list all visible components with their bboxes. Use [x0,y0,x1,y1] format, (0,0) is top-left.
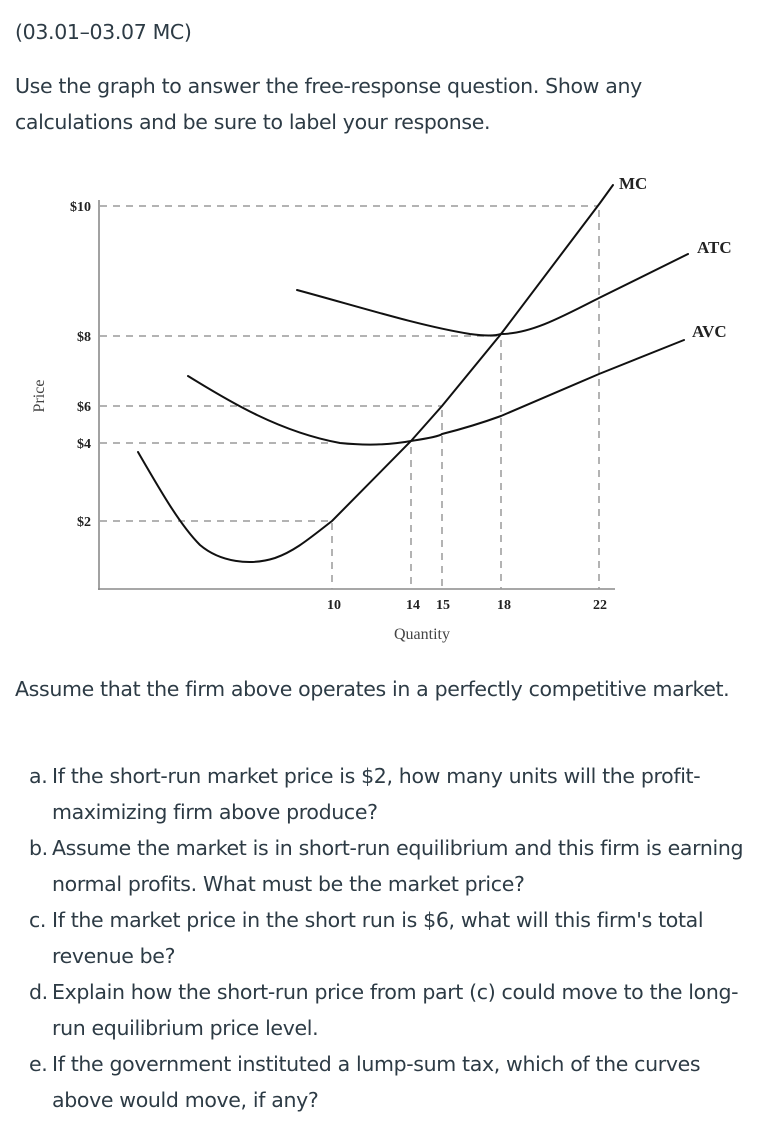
question-e: e. If the government instituted a lump-su… [15,1046,755,1118]
cost-curves-chart: MC ATC AVC $10 $8 $6 $4 $2 10 14 15 18 2… [31,174,732,643]
question-b: b. Assume the market is in short-run equi… [15,830,755,902]
question-list: a. If the short-run market price is $2, h… [15,758,755,1118]
x-tick-22: 22 [593,598,607,613]
price-reference-lines [100,205,597,522]
curves [137,184,689,563]
y-tick-6: $6 [77,400,91,415]
avc-curve [187,339,685,446]
y-tick-10: $10 [70,200,91,215]
x-tick-15: 15 [436,598,450,613]
question-c: c. If the market price in the short run i… [15,902,755,974]
question-d: d. Explain how the short-run price from p… [15,974,755,1046]
instructions: Use the graph to answer the free-respons… [15,74,642,134]
question-marker: d. [29,980,48,1004]
axes [98,200,615,590]
x-tick-14: 14 [406,598,420,613]
question-text: If the market price in the short run is … [52,908,704,968]
question-text: If the short-run market price is $2, how… [52,764,701,824]
y-tick-2: $2 [77,515,91,530]
x-axis-title: Quantity [394,626,450,643]
x-tick-18: 18 [497,598,511,613]
question-marker: c. [29,908,47,932]
question-marker: b. [29,836,48,860]
quantity-reference-lines [331,210,600,589]
y-tick-8: $8 [77,330,91,345]
question-marker: a. [29,764,48,788]
question-code: (03.01–03.07 MC) [15,20,192,44]
mc-label: MC [619,174,647,193]
atc-curve [296,253,689,337]
mc-curve [137,184,614,563]
question-text: Explain how the short-run price from par… [52,980,739,1040]
question-a: a. If the short-run market price is $2, h… [15,758,755,830]
question-text: Assume the market is in short-run equili… [52,836,744,896]
x-tick-10: 10 [327,598,341,613]
question-text: If the government instituted a lump-sum … [52,1052,701,1112]
context-text: Assume that the firm above operates in a… [15,677,730,701]
question-marker: e. [29,1052,48,1076]
y-tick-4: $4 [77,437,91,452]
avc-label: AVC [692,322,727,341]
atc-label: ATC [697,238,732,257]
y-axis-title: Price [31,380,48,413]
